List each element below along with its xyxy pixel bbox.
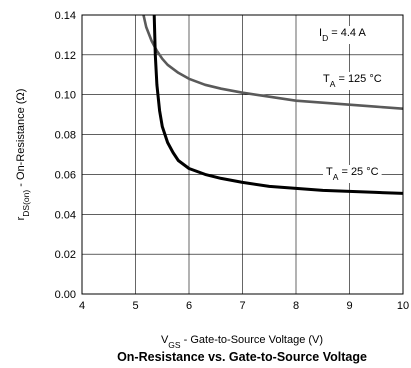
condition-label-background (316, 26, 370, 44)
series-label-25c: TA = 25 °C (326, 166, 379, 182)
condition-main: I (319, 27, 322, 39)
x-tick-label: 5 (132, 300, 138, 312)
series-layer (142, 15, 403, 195)
series-label-sub: A (333, 172, 339, 182)
y-axis-label-main: r (15, 216, 27, 220)
y-tick-label: 0.06 (55, 169, 76, 181)
y-tick-label: 0.02 (55, 249, 76, 261)
series-line-25c (152, 15, 403, 195)
x-axis-label-main: V (161, 334, 169, 346)
series-label-background-125 (320, 72, 385, 90)
y-tick-label: 0.10 (55, 90, 76, 102)
x-tick-label: 9 (346, 300, 352, 312)
y-tick-label: 0.08 (55, 130, 76, 142)
x-tick-labels: 4 5 6 7 8 9 10 (79, 300, 409, 312)
condition-label: ID = 4.4 A (319, 27, 366, 43)
x-axis-label-sub: GS (168, 340, 181, 350)
series-label-sub: A (330, 79, 336, 89)
series-label-background-25 (323, 165, 382, 183)
y-axis-label-rest: - On-Resistance (Ω) (15, 89, 27, 190)
series-label-rest: = 25 °C (338, 166, 378, 178)
series-label-125c: TA = 125 °C (323, 73, 382, 89)
x-tick-label: 6 (186, 300, 192, 312)
x-axis-label: VGS - Gate-to-Source Voltage (V) (161, 334, 323, 350)
x-tick-label: 4 (79, 300, 85, 312)
chart-title: On-Resistance vs. Gate-to-Source Voltage (117, 350, 367, 364)
series-label-main: T (326, 166, 333, 178)
series-label-rest: = 125 °C (335, 73, 381, 85)
series-label-main: T (323, 73, 330, 85)
condition-sub: D (322, 33, 328, 43)
y-axis-label-sub: DS(on) (21, 190, 31, 217)
plot-frame (81, 14, 404, 295)
y-tick-label: 0.14 (55, 10, 76, 22)
condition-rest: = 4.4 A (328, 27, 366, 39)
x-tick-label: 7 (239, 300, 245, 312)
x-tick-label: 8 (293, 300, 299, 312)
x-tick-label: 10 (397, 300, 409, 312)
y-tick-label: 0.00 (55, 289, 76, 301)
y-tick-label: 0.12 (55, 50, 76, 62)
y-tick-labels: 0.00 0.02 0.04 0.06 0.08 0.10 0.12 0.14 (55, 10, 76, 301)
x-axis-label-rest: - Gate-to-Source Voltage (V) (181, 334, 323, 346)
y-tick-label: 0.04 (55, 209, 76, 221)
y-axis-label: rDS(on) - On-Resistance (Ω) (15, 89, 31, 221)
